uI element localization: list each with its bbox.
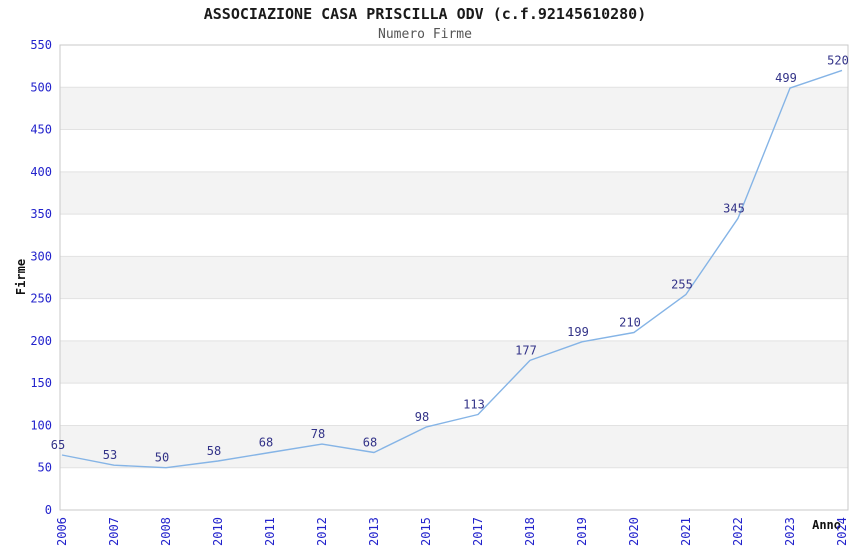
x-tick-label: 2015 xyxy=(419,517,433,546)
data-label: 499 xyxy=(775,71,797,85)
data-label: 210 xyxy=(619,315,641,329)
x-tick-label: 2024 xyxy=(835,517,849,546)
data-label: 113 xyxy=(463,397,485,411)
y-tick-label: 150 xyxy=(30,376,52,390)
data-label: 68 xyxy=(259,436,273,450)
data-label: 345 xyxy=(723,201,745,215)
y-tick-label: 100 xyxy=(30,418,52,432)
shaded-band xyxy=(60,425,848,468)
x-tick-label: 2018 xyxy=(523,517,537,546)
y-tick-label: 350 xyxy=(30,207,52,221)
shaded-band xyxy=(60,256,848,299)
data-label: 53 xyxy=(103,448,117,462)
y-tick-label: 250 xyxy=(30,292,52,306)
x-tick-label: 2011 xyxy=(263,517,277,546)
data-label: 58 xyxy=(207,444,221,458)
plot-border xyxy=(59,44,849,511)
y-tick-label: 50 xyxy=(38,461,52,475)
x-tick-label: 2022 xyxy=(731,517,745,546)
x-tick-label: 2019 xyxy=(575,517,589,546)
data-label: 50 xyxy=(155,451,169,465)
data-label: 98 xyxy=(415,410,429,424)
y-tick-label: 450 xyxy=(30,123,52,137)
data-label: 177 xyxy=(515,343,537,357)
x-tick-label: 2021 xyxy=(679,517,693,546)
y-tick-label: 300 xyxy=(30,249,52,263)
x-tick-label: 2008 xyxy=(159,517,173,546)
data-label: 68 xyxy=(363,436,377,450)
x-tick-label: 2012 xyxy=(315,517,329,546)
x-tick-label: 2017 xyxy=(471,517,485,546)
x-tick-label: 2020 xyxy=(627,517,641,546)
x-tick-label: 2013 xyxy=(367,517,381,546)
data-label: 255 xyxy=(671,277,693,291)
x-tick-label: 2023 xyxy=(783,517,797,546)
x-tick-label: 2006 xyxy=(55,517,69,546)
chart-subtitle: Numero Firme xyxy=(378,27,472,42)
data-line xyxy=(61,69,843,469)
shaded-band xyxy=(60,87,848,130)
y-tick-label: 200 xyxy=(30,334,52,348)
x-tick-label: 2010 xyxy=(211,517,225,546)
x-axis-title: Anno xyxy=(812,518,841,532)
x-tick-label: 2007 xyxy=(107,517,121,546)
data-label: 65 xyxy=(51,438,65,452)
shaded-band xyxy=(60,340,848,384)
y-tick-label: 500 xyxy=(30,80,52,94)
y-tick-label: 400 xyxy=(30,165,52,179)
chart-title: ASSOCIAZIONE CASA PRISCILLA ODV (c.f.921… xyxy=(203,5,647,23)
y-tick-label: 0 xyxy=(45,503,52,517)
shaded-band xyxy=(60,171,848,215)
data-label: 78 xyxy=(311,427,325,441)
y-tick-label: 550 xyxy=(30,38,52,52)
data-label: 520 xyxy=(827,53,849,67)
data-label: 199 xyxy=(567,325,589,339)
